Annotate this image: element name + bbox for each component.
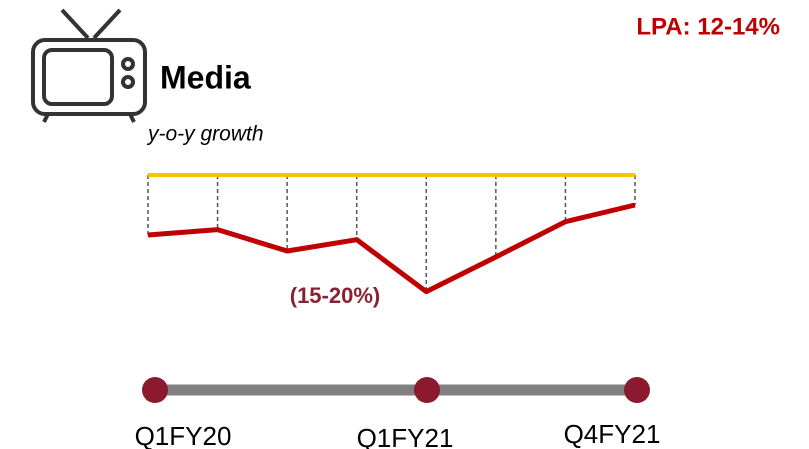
timeline-dot	[142, 377, 168, 403]
timeline-dot	[624, 377, 650, 403]
annotation: (15-20%)	[290, 283, 380, 308]
tv-icon	[31, 8, 147, 123]
series-line	[147, 202, 636, 295]
subtitle: y-o-y growth	[146, 123, 264, 146]
chart-title: Media	[160, 59, 251, 95]
timeline-label: Q4FY21	[564, 419, 661, 449]
timeline-label: Q1FY21	[357, 423, 454, 449]
lpa-label: LPA: 12-14%	[636, 13, 780, 40]
timeline-label: Q1FY20	[135, 421, 232, 449]
timeline-dot	[414, 377, 440, 403]
